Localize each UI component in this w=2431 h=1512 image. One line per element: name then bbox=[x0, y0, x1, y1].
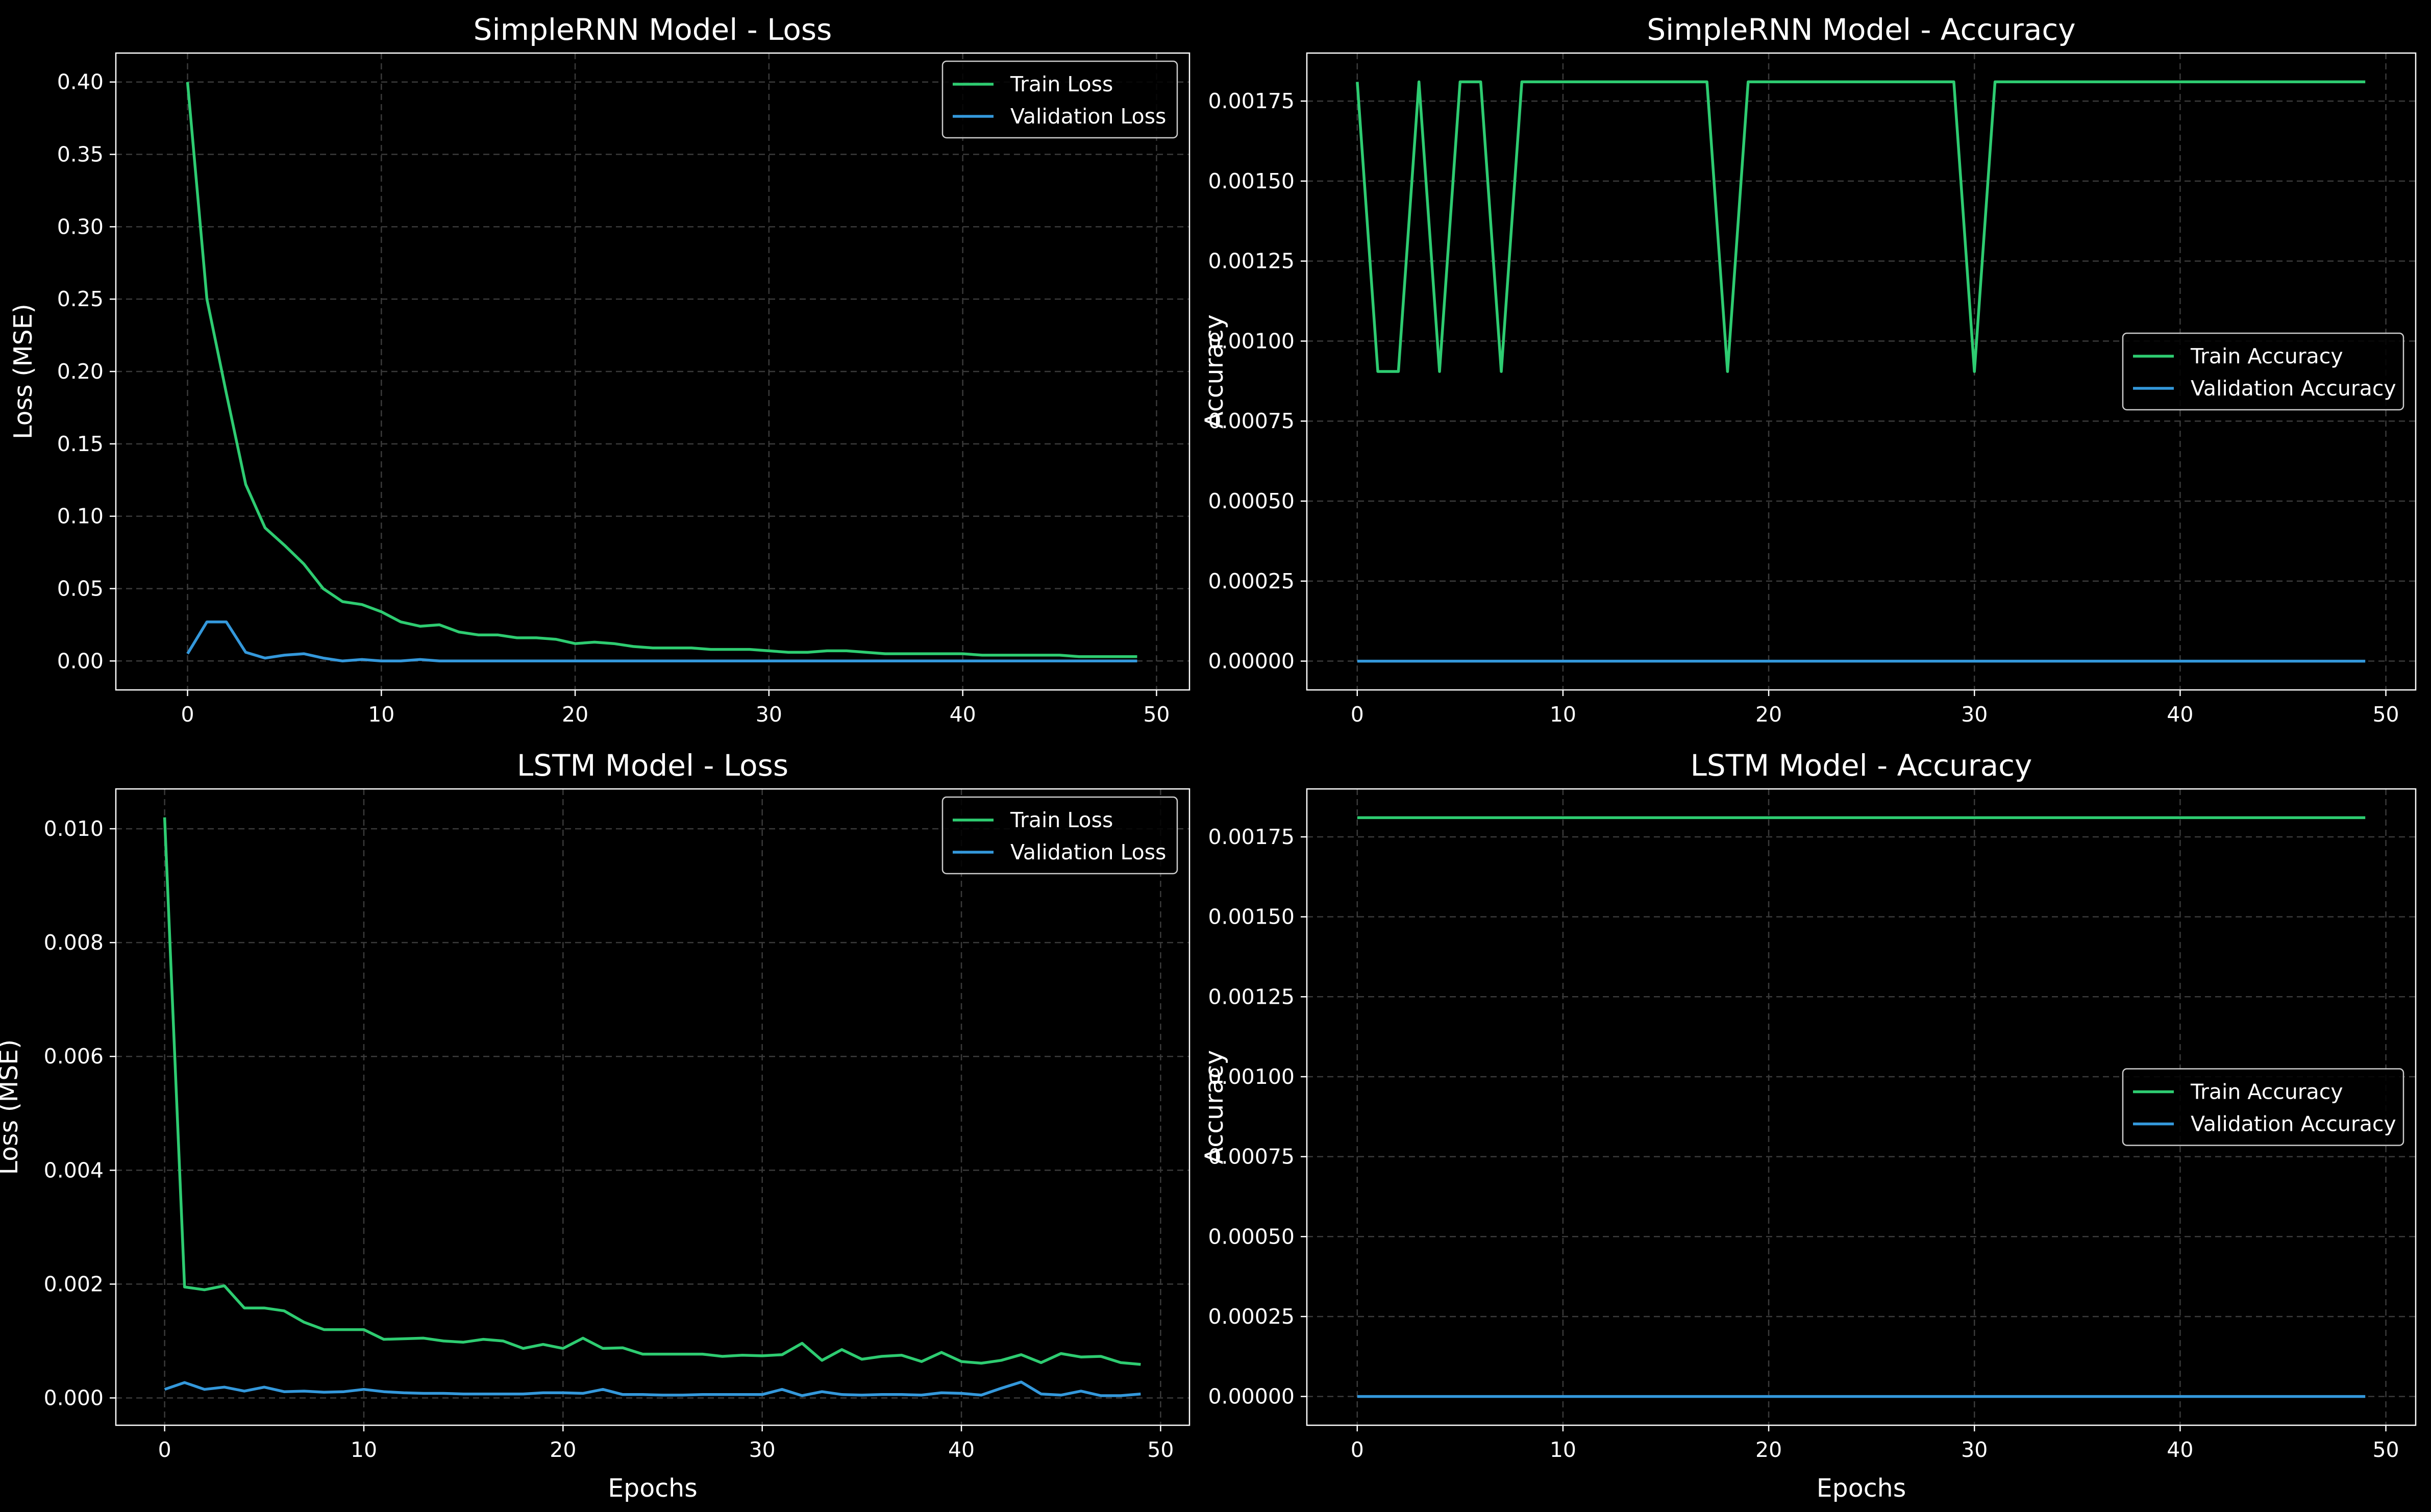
series-line-validation-loss bbox=[164, 1380, 1141, 1397]
y-tick-label: 0.25 bbox=[57, 287, 104, 311]
x-tick-label: 20 bbox=[550, 1437, 576, 1462]
y-tick-label: 0.30 bbox=[57, 214, 104, 239]
y-tick-label: 0.00050 bbox=[1208, 1224, 1295, 1249]
panel-3: 0 10 20 30 40 50 0.000 0.002 0.004 0.006 0.008 0.01… bbox=[0, 748, 1190, 1503]
y-tick-label: 0.008 bbox=[44, 930, 104, 955]
series-line-validation-loss bbox=[186, 620, 1137, 663]
legend: Train Loss Validation Loss bbox=[941, 60, 1178, 139]
x-axis-label: Epochs bbox=[608, 1474, 698, 1503]
y-tick-label: 0.00025 bbox=[1208, 1304, 1295, 1329]
y-tick-label: 0.00150 bbox=[1208, 169, 1295, 193]
series-line-train-loss bbox=[186, 82, 1137, 658]
x-tick-label: 40 bbox=[950, 702, 976, 727]
y-tick-label: 0.35 bbox=[57, 142, 104, 167]
panel-4: 0 10 20 30 40 50 0.00000 0.00025 0.00050 0.00075 0… bbox=[1200, 748, 2417, 1503]
y-tick-label: 0.00175 bbox=[1208, 825, 1295, 849]
y-axis-label: Accuracy bbox=[1200, 1050, 1229, 1164]
y-axis-label: Loss (MSE) bbox=[9, 304, 38, 439]
y-tick-label: 0.000 bbox=[44, 1385, 104, 1410]
y-tick-label: 0.002 bbox=[44, 1272, 104, 1296]
chart-title: SimpleRNN Model - Loss bbox=[474, 12, 832, 47]
x-tick-label: 0 bbox=[1351, 702, 1364, 727]
legend-label: Train Accuracy bbox=[2190, 1080, 2343, 1104]
y-tick-label: 0.00100 bbox=[1208, 329, 1295, 353]
x-tick-label: 30 bbox=[749, 1437, 776, 1462]
y-axis-label: Loss (MSE) bbox=[0, 1039, 23, 1175]
x-tick-label: 10 bbox=[1550, 1437, 1576, 1462]
x-tick-label: 20 bbox=[1755, 1437, 1782, 1462]
legend: Train Loss Validation Loss bbox=[941, 796, 1178, 875]
x-tick-label: 30 bbox=[1961, 1437, 1988, 1462]
y-tick-label: 0.006 bbox=[44, 1044, 104, 1069]
x-tick-label: 50 bbox=[1147, 1437, 1174, 1462]
y-tick-label: 0.00 bbox=[57, 649, 104, 673]
x-tick-label: 10 bbox=[351, 1437, 377, 1462]
y-tick-label: 0.00075 bbox=[1208, 1145, 1295, 1169]
y-tick-label: 0.00050 bbox=[1208, 489, 1295, 513]
legend-box bbox=[2122, 332, 2404, 411]
x-axis-label: Epochs bbox=[1817, 1474, 1906, 1503]
y-tick-label: 0.004 bbox=[44, 1158, 104, 1182]
legend: Train Accuracy Validation Accuracy bbox=[2122, 332, 2404, 411]
x-tick-label: 50 bbox=[2372, 702, 2399, 727]
x-tick-label: 40 bbox=[2167, 1437, 2193, 1462]
x-tick-label: 10 bbox=[1550, 702, 1576, 727]
y-tick-label: 0.00150 bbox=[1208, 905, 1295, 929]
legend-label: Validation Accuracy bbox=[2191, 376, 2396, 401]
x-tick-label: 0 bbox=[158, 1437, 171, 1462]
plot-frame bbox=[115, 788, 1190, 1426]
x-tick-label: 20 bbox=[562, 702, 588, 727]
y-tick-label: 0.00025 bbox=[1208, 569, 1295, 593]
x-tick-label: 40 bbox=[948, 1437, 975, 1462]
legend-box bbox=[941, 796, 1178, 875]
legend-label: Train Accuracy bbox=[2190, 344, 2343, 368]
panel-2: 0 10 20 30 40 50 0.00000 0.00025 0.00050 0.00075 0… bbox=[1200, 12, 2417, 727]
x-tick-label: 10 bbox=[368, 702, 394, 727]
legend-box bbox=[2122, 1068, 2404, 1146]
x-tick-label: 0 bbox=[181, 702, 194, 727]
y-tick-label: 0.15 bbox=[57, 432, 104, 456]
y-tick-label: 0.010 bbox=[44, 816, 104, 841]
panel-1: 0 10 20 30 40 50 0.00 0.05 0.10 0.15 0.20 0.25 0.30 0… bbox=[9, 12, 1190, 727]
y-tick-label: 0.00075 bbox=[1208, 409, 1295, 433]
legend-box bbox=[941, 60, 1178, 139]
legend-label: Train Loss bbox=[1010, 808, 1113, 832]
series-line-train-loss bbox=[163, 817, 1141, 1366]
x-tick-label: 50 bbox=[2372, 1437, 2399, 1462]
y-tick-label: 0.00125 bbox=[1208, 984, 1295, 1009]
y-tick-label: 0.00100 bbox=[1208, 1064, 1295, 1089]
legend-label: Validation Loss bbox=[1010, 104, 1166, 129]
plot-frame bbox=[1306, 788, 2417, 1426]
y-tick-label: 0.05 bbox=[57, 576, 104, 601]
chart-title: SimpleRNN Model - Accuracy bbox=[1647, 12, 2075, 47]
y-tick-label: 0.40 bbox=[57, 70, 104, 94]
x-tick-label: 50 bbox=[1143, 702, 1170, 727]
y-tick-label: 0.00175 bbox=[1208, 89, 1295, 113]
x-tick-label: 40 bbox=[2167, 702, 2193, 727]
x-tick-label: 20 bbox=[1755, 702, 1782, 727]
y-tick-label: 0.00125 bbox=[1208, 249, 1295, 274]
x-tick-label: 0 bbox=[1351, 1437, 1364, 1462]
y-tick-label: 0.00000 bbox=[1208, 649, 1295, 674]
legend-label: Train Loss bbox=[1010, 72, 1113, 96]
x-tick-label: 30 bbox=[1961, 702, 1988, 727]
y-axis-label: Accuracy bbox=[1200, 314, 1229, 429]
legend-label: Validation Accuracy bbox=[2191, 1112, 2396, 1136]
chart-title: LSTM Model - Accuracy bbox=[1691, 748, 2032, 783]
y-tick-label: 0.10 bbox=[57, 504, 104, 529]
y-tick-label: 0.00000 bbox=[1208, 1384, 1295, 1409]
chart-title: LSTM Model - Loss bbox=[517, 748, 788, 783]
y-tick-label: 0.20 bbox=[57, 359, 104, 384]
legend-label: Validation Loss bbox=[1010, 840, 1166, 864]
x-tick-label: 30 bbox=[756, 702, 782, 727]
legend: Train Accuracy Validation Accuracy bbox=[2122, 1068, 2404, 1146]
plot-frame bbox=[1306, 52, 2417, 691]
series-line-train-accuracy bbox=[1356, 80, 2366, 373]
